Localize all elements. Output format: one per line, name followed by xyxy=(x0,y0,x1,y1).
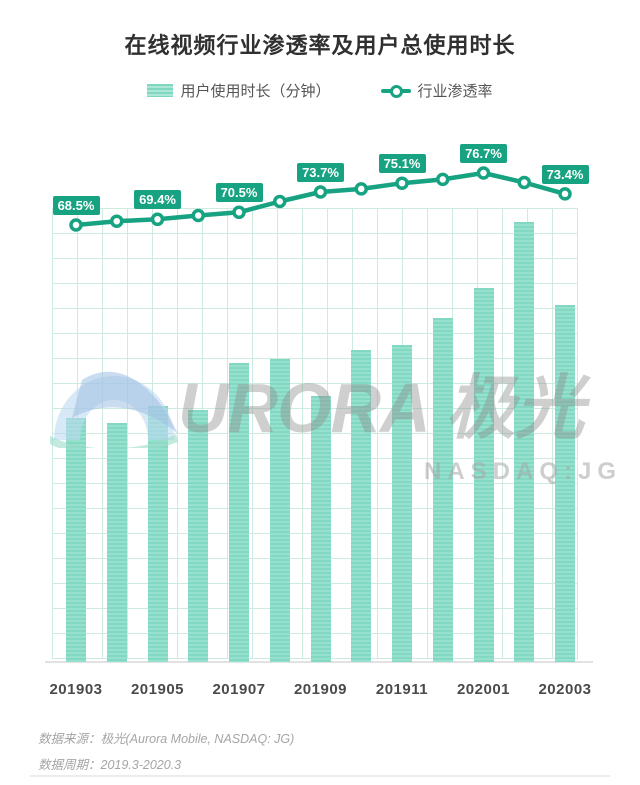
data-period-note: 数据周期：2019.3-2020.3 xyxy=(38,758,182,772)
penetration-data-label: 76.7% xyxy=(460,144,507,163)
x-tick-label: 201907 xyxy=(212,681,266,698)
data-source-note: 数据来源：极光(Aurora Mobile, NASDAQ: JG) xyxy=(38,732,295,746)
penetration-data-label: 75.1% xyxy=(378,154,426,174)
line-marker xyxy=(558,187,572,201)
line-marker xyxy=(395,176,409,190)
line-series-swatch-icon xyxy=(380,84,411,98)
penetration-data-label: 73.4% xyxy=(541,164,589,184)
line-marker xyxy=(517,175,531,190)
bar-series-swatch-icon xyxy=(147,84,174,97)
line-marker xyxy=(354,182,368,196)
chart-title: 在线视频行业渗透率及用户总使用时长 xyxy=(124,33,516,58)
legend-item-penetration: 行业渗透率 xyxy=(380,80,493,101)
penetration-data-label: 73.7% xyxy=(297,163,344,183)
line-marker xyxy=(476,166,491,180)
line-marker xyxy=(273,194,287,209)
x-tick-label: 201903 xyxy=(49,681,103,698)
x-tick-label: 202003 xyxy=(538,681,592,698)
legend-label: 用户使用时长（分钟） xyxy=(180,83,331,100)
x-tick-label: 202001 xyxy=(456,681,511,698)
line-marker xyxy=(313,185,328,199)
chart-legend: 用户使用时长（分钟） 行业渗透率 xyxy=(0,80,640,101)
x-axis-line xyxy=(45,661,593,663)
legend-label: 行业渗透率 xyxy=(417,83,493,100)
x-tick-label: 201911 xyxy=(375,681,429,698)
line-marker xyxy=(436,172,450,187)
penetration-data-label: 70.5% xyxy=(215,183,263,203)
plot-gridlines xyxy=(52,208,578,659)
x-tick-label: 201909 xyxy=(293,681,348,698)
x-tick-label: 201905 xyxy=(130,681,185,698)
footer-notes: 数据来源：极光(Aurora Mobile, NASDAQ: JG) 数据周期：… xyxy=(38,726,294,778)
penetration-data-label: 69.4% xyxy=(134,190,181,210)
legend-item-usage-time: 用户使用时长（分钟） xyxy=(147,80,331,101)
bottom-divider xyxy=(30,775,610,777)
